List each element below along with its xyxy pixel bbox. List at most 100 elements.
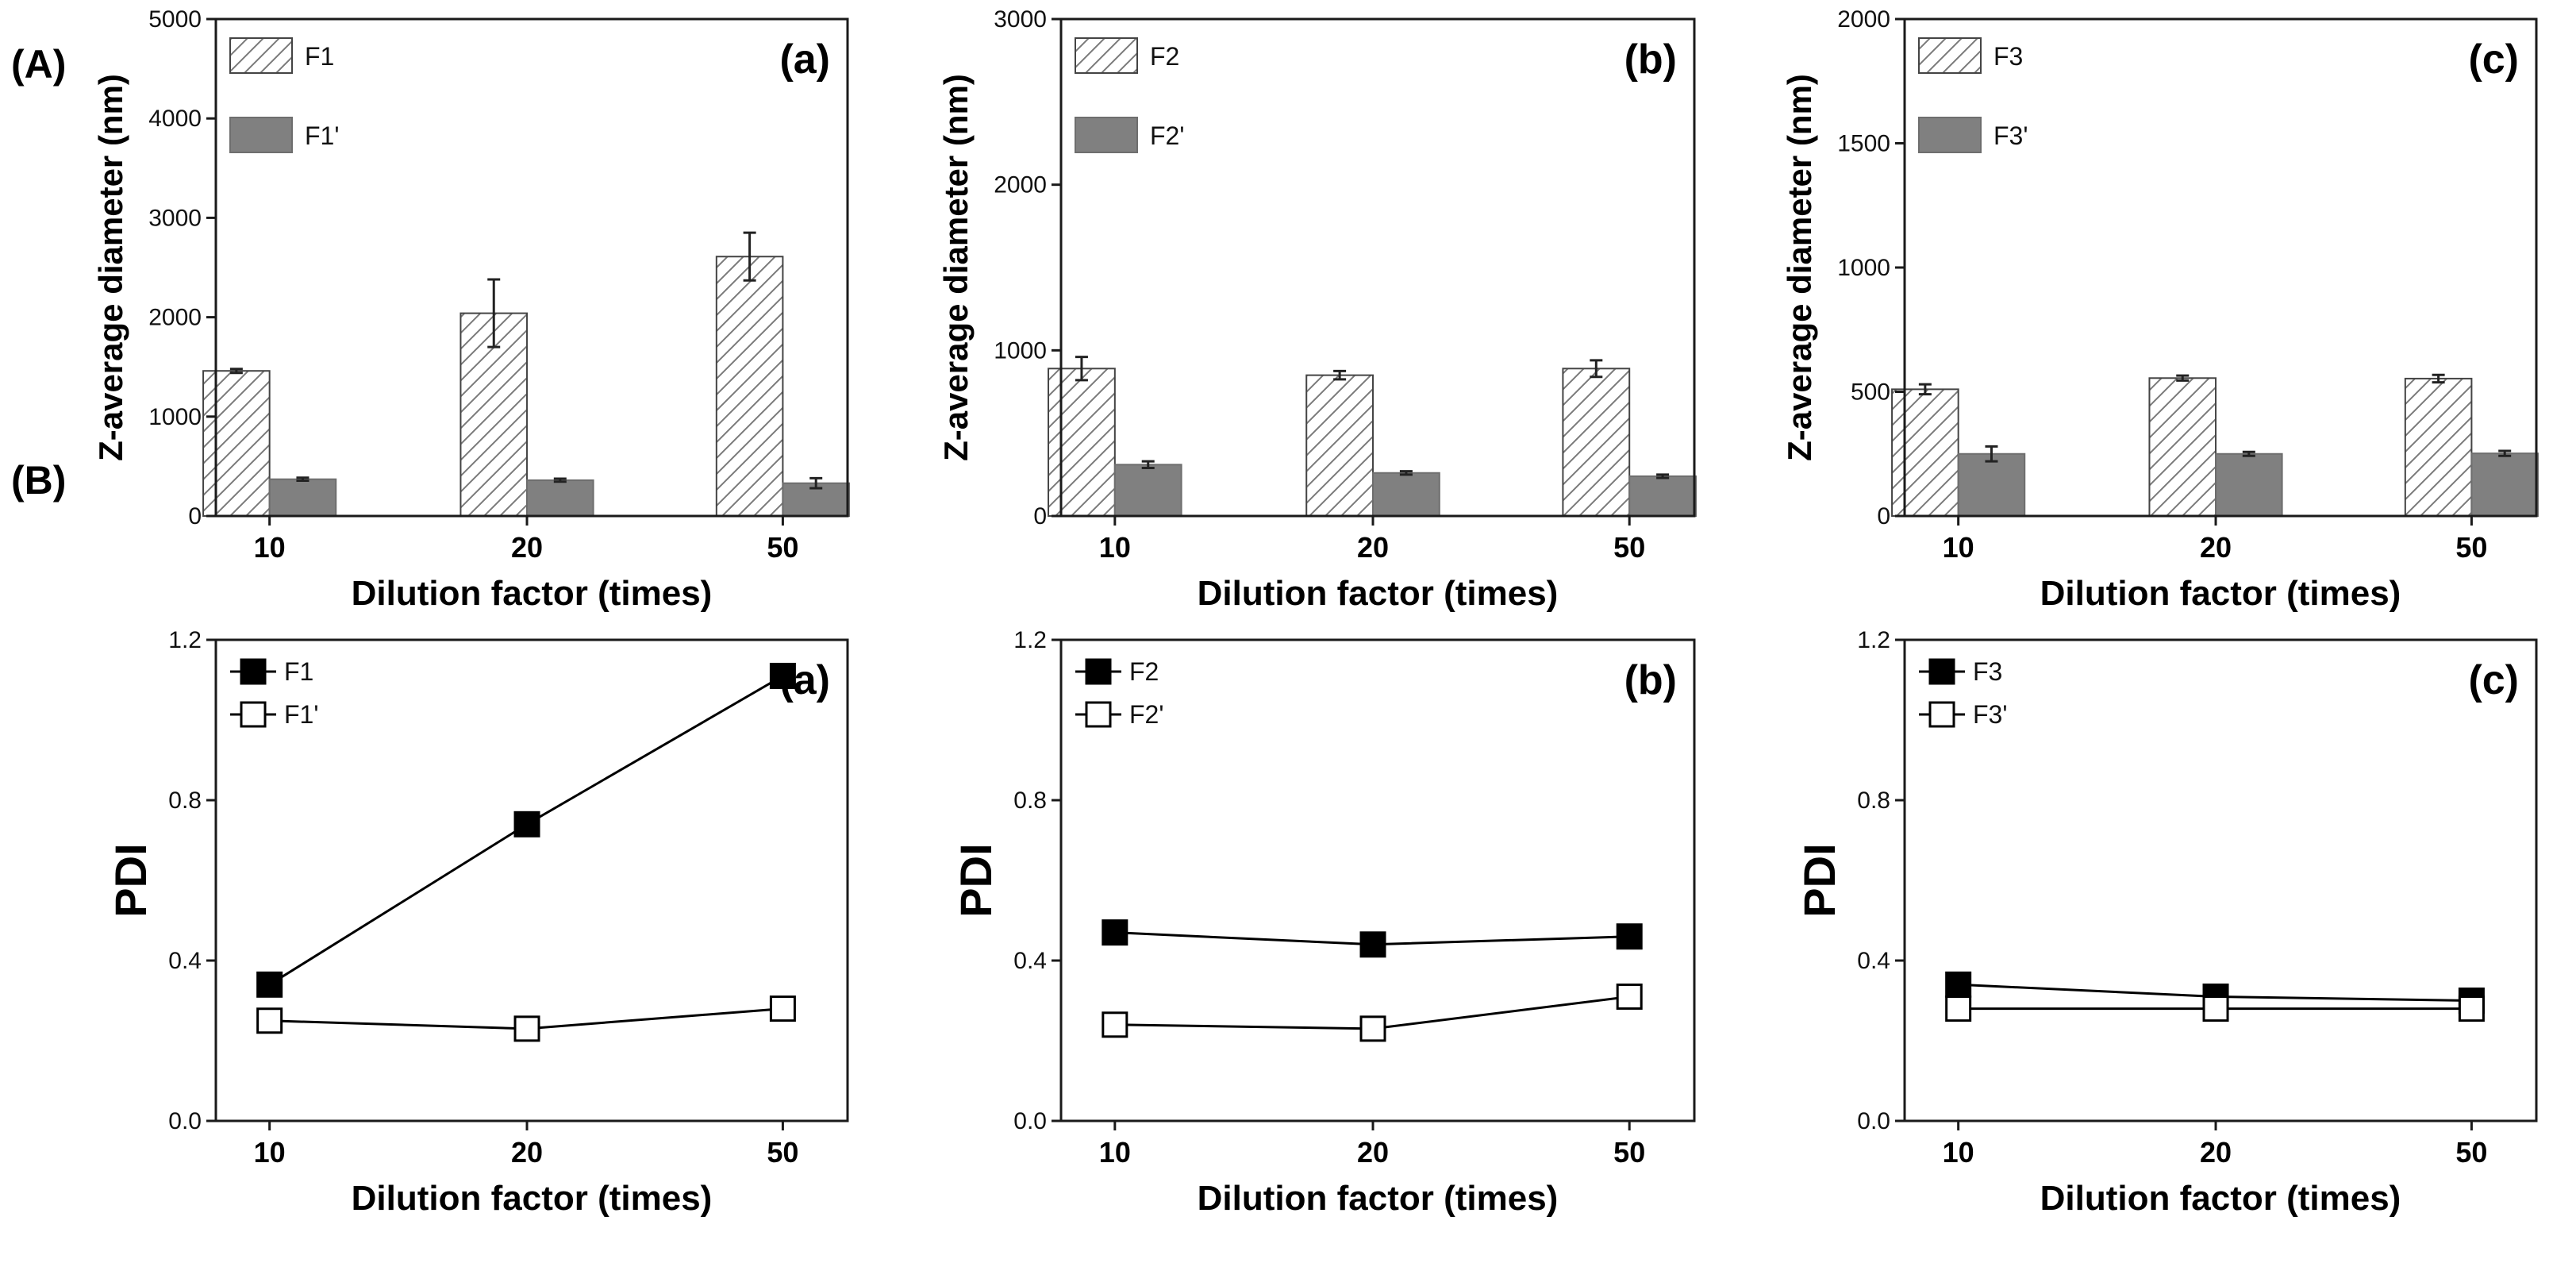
bar-F3p-50 [2470,452,2539,518]
panel-label: (c) [2468,37,2519,83]
x-axis-title: Dilution factor (times) [1198,1179,1559,1218]
legend-label-F2: F2 [1129,657,1159,686]
chart-B-b: 0.0 0.4 0.8 1.2 10 20 50 Dilution factor (times… [951,627,1696,1218]
marker-F2-20 [1359,931,1386,958]
legend-swatch-F2p [1075,117,1138,153]
x-axis-title: Dilution factor (times) [2040,1179,2401,1218]
marker-F2-10 [1102,919,1128,946]
x-tick-label: 50 [1613,531,1645,564]
marker-F3p-20 [2202,995,2229,1022]
y-tick-label: 1.2 [168,627,202,653]
bar-F1p-10 [268,478,337,518]
error-bar-F3p-50 [2498,449,2512,457]
axes-frame [214,17,849,518]
x-tick-label: 10 [1099,531,1131,564]
legend: F3 F3' [1918,37,2028,153]
x-axis-title: Dilution factor (times) [1198,574,1559,613]
y-tick-label: 0 [1033,503,1047,529]
error-bar-F1p-10 [296,476,310,483]
legend-swatch-F1p [229,117,293,153]
panel-label: (c) [2468,657,2519,703]
legend-swatch-F1 [229,37,293,74]
bar-F2-50 [1562,368,1631,517]
x-tick-label: 50 [2455,531,2487,564]
error-bar-F2p-20 [1399,470,1413,476]
x-axis-title: Dilution factor (times) [352,1179,713,1218]
x-tick-label: 10 [254,1136,286,1169]
bar-F2-20 [1305,374,1375,517]
error-bar-F3-50 [2432,373,2445,384]
marker-F2p-20 [1359,1015,1386,1042]
y-tick-label: 0.4 [1013,948,1047,974]
legend-label-F3p: F3' [1994,121,2028,150]
legend-label-F2p: F2' [1129,700,1163,729]
axes-frame [1059,17,1696,518]
y-axis-title: PDI [1794,843,1844,917]
x-tick-label: 50 [2455,1136,2487,1169]
error-bar-F3-20 [2176,374,2190,382]
axes-frame [1059,638,1696,1122]
error-bar-F2p-10 [1141,460,1155,469]
y-axis-title: Z-average diameter (nm) [1781,74,1818,461]
error-bar-F3-10 [1918,383,1932,396]
x-tick-label: 20 [1357,531,1389,564]
error-bar-F2-10 [1075,356,1088,382]
marker-F3p-50 [2458,995,2485,1022]
y-tick-label: 0.8 [1013,787,1047,814]
error-bar-F1-50 [743,231,756,282]
x-tick-label: 50 [767,1136,798,1169]
y-axis-title: Z-average diameter (nm) [92,74,129,461]
legend-label-F3: F3 [1994,42,2023,71]
legend: F2 F2' [1075,37,1184,153]
marker-F2-50 [1616,923,1643,950]
error-bar-F3p-20 [2242,450,2255,457]
marker-F1-50 [769,662,796,689]
y-tick-label: 0 [188,503,202,529]
legend-label-F1p: F1' [284,700,318,729]
error-bar-F2p-50 [1656,473,1670,479]
x-tick-label: 50 [1613,1136,1645,1169]
legend-label-F1: F1 [284,657,313,686]
y-tick-label: 0.0 [1857,1108,1890,1134]
x-tick-label: 10 [1943,1136,1974,1169]
legend-swatch-F3p [1918,117,1982,153]
x-axis-title: Dilution factor (times) [2040,574,2401,613]
bar-F1-50 [715,256,784,517]
bar-F1p-20 [526,479,594,517]
legend-label-F3: F3 [1973,657,2002,686]
y-tick-label: 2000 [994,172,1047,198]
legend-marker-F3 [1928,658,1955,685]
error-bar-F1-20 [487,278,501,348]
y-tick-label: 5000 [148,6,202,33]
bar-F3p-10 [1957,452,2026,517]
legend-swatch-F3 [1918,37,1982,74]
bar-F3p-20 [2215,452,2283,517]
y-tick-label: 1000 [1837,255,1890,281]
error-bar-F1-10 [229,368,243,375]
axes-frame [1903,638,2538,1122]
y-tick-label: 2000 [1837,6,1890,33]
y-tick-label: 0.4 [168,948,202,974]
y-tick-label: 1.2 [1857,627,1890,653]
legend-marker-F2 [1085,658,1112,685]
bar-F2p-10 [1113,464,1182,518]
legend-marker-F3p [1928,701,1955,728]
y-tick-label: 2000 [148,305,202,331]
row-label-B: (B) [11,458,66,503]
error-bar-F2-20 [1333,369,1347,381]
marker-F2p-10 [1102,1011,1128,1038]
x-tick-label: 10 [254,531,286,564]
legend-label-F2: F2 [1150,42,1179,71]
legend-marker-F1 [240,658,267,685]
marker-F2p-50 [1616,983,1643,1010]
error-bar-F1p-50 [809,476,823,490]
panel-label: (a) [779,37,830,83]
panel-label: (a) [779,657,830,703]
x-tick-label: 20 [511,1136,543,1169]
y-tick-label: 3000 [994,6,1047,33]
y-tick-label: 1000 [994,337,1047,364]
row-label-A: (A) [11,42,66,87]
legend-swatch-F2 [1075,37,1138,74]
